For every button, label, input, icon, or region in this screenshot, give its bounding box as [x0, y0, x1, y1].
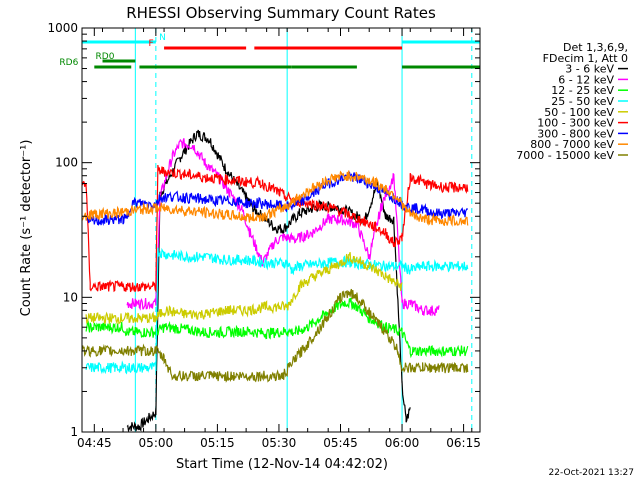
series-100-300kev — [81, 164, 469, 294]
series-line — [85, 252, 403, 325]
x-tick-label: 05:30 — [262, 436, 297, 450]
x-tick-label: 04:45 — [77, 436, 112, 450]
series-25-50kev — [85, 247, 469, 375]
series-line — [81, 164, 469, 294]
y-axis-label: Count Rate (s⁻¹ detector⁻¹) — [19, 140, 34, 317]
x-tick-label: 05:00 — [139, 436, 174, 450]
series-line — [85, 247, 469, 375]
footer-timestamp: 22-Oct-2021 13:27 — [549, 468, 634, 478]
plot-frame — [81, 27, 481, 433]
state-bar-label: F — [148, 39, 153, 49]
series-12-25kev — [85, 297, 469, 359]
state-bar-label: N — [159, 33, 166, 43]
legend-entry-label: 12 - 25 keV — [551, 84, 614, 97]
series-800-7000kev — [81, 170, 469, 227]
legend-entry-label: 6 - 12 keV — [558, 73, 614, 86]
series-7000-15000kev — [81, 288, 469, 383]
legend-entry-label: 300 - 800 keV — [537, 127, 614, 140]
legend-entry-label: 800 - 7000 keV — [530, 138, 614, 151]
x-tick-label: 06:15 — [446, 436, 481, 450]
y-tick-label: 1000 — [47, 21, 78, 35]
series-line — [81, 170, 469, 227]
chart-title: RHESSI Observing Summary Count Rates — [126, 4, 436, 22]
state-bar-label: RD0 — [96, 52, 115, 62]
legend-entry-label: 7000 - 15000 keV — [516, 149, 614, 162]
x-tick-label: 05:15 — [200, 436, 235, 450]
x-axis-label: Start Time (12-Nov-14 04:42:02) — [176, 457, 388, 472]
y-tick-label: 10 — [63, 290, 78, 304]
x-tick-label: 05:45 — [323, 436, 358, 450]
legend-entry-label: 50 - 100 keV — [544, 106, 614, 119]
series-6-12kev — [126, 138, 440, 317]
state-bar-label: RD6 — [59, 58, 78, 68]
series-line — [126, 138, 440, 317]
axes: 04:45 05:00 05:15 05:30 05:45 06:00 06:15 1 10 10… — [47, 21, 480, 450]
legend-entry-label: 25 - 50 keV — [551, 95, 614, 108]
series-line — [85, 297, 469, 359]
series-line — [81, 288, 469, 383]
series-50-100kev — [85, 252, 403, 325]
y-tick-label: 1 — [70, 425, 78, 439]
legend-header: Det 1,3,6,9, — [563, 41, 628, 54]
legend-header: FDecim 1, Att 0 — [543, 52, 628, 65]
legend-entry-label: 100 - 300 keV — [537, 117, 614, 130]
y-tick-label: 100 — [55, 156, 78, 170]
x-tick-label: 06:00 — [385, 436, 420, 450]
legend-entry-label: 3 - 6 keV — [565, 63, 614, 76]
plot-area: NF RD0 RD6 — [59, 28, 480, 433]
